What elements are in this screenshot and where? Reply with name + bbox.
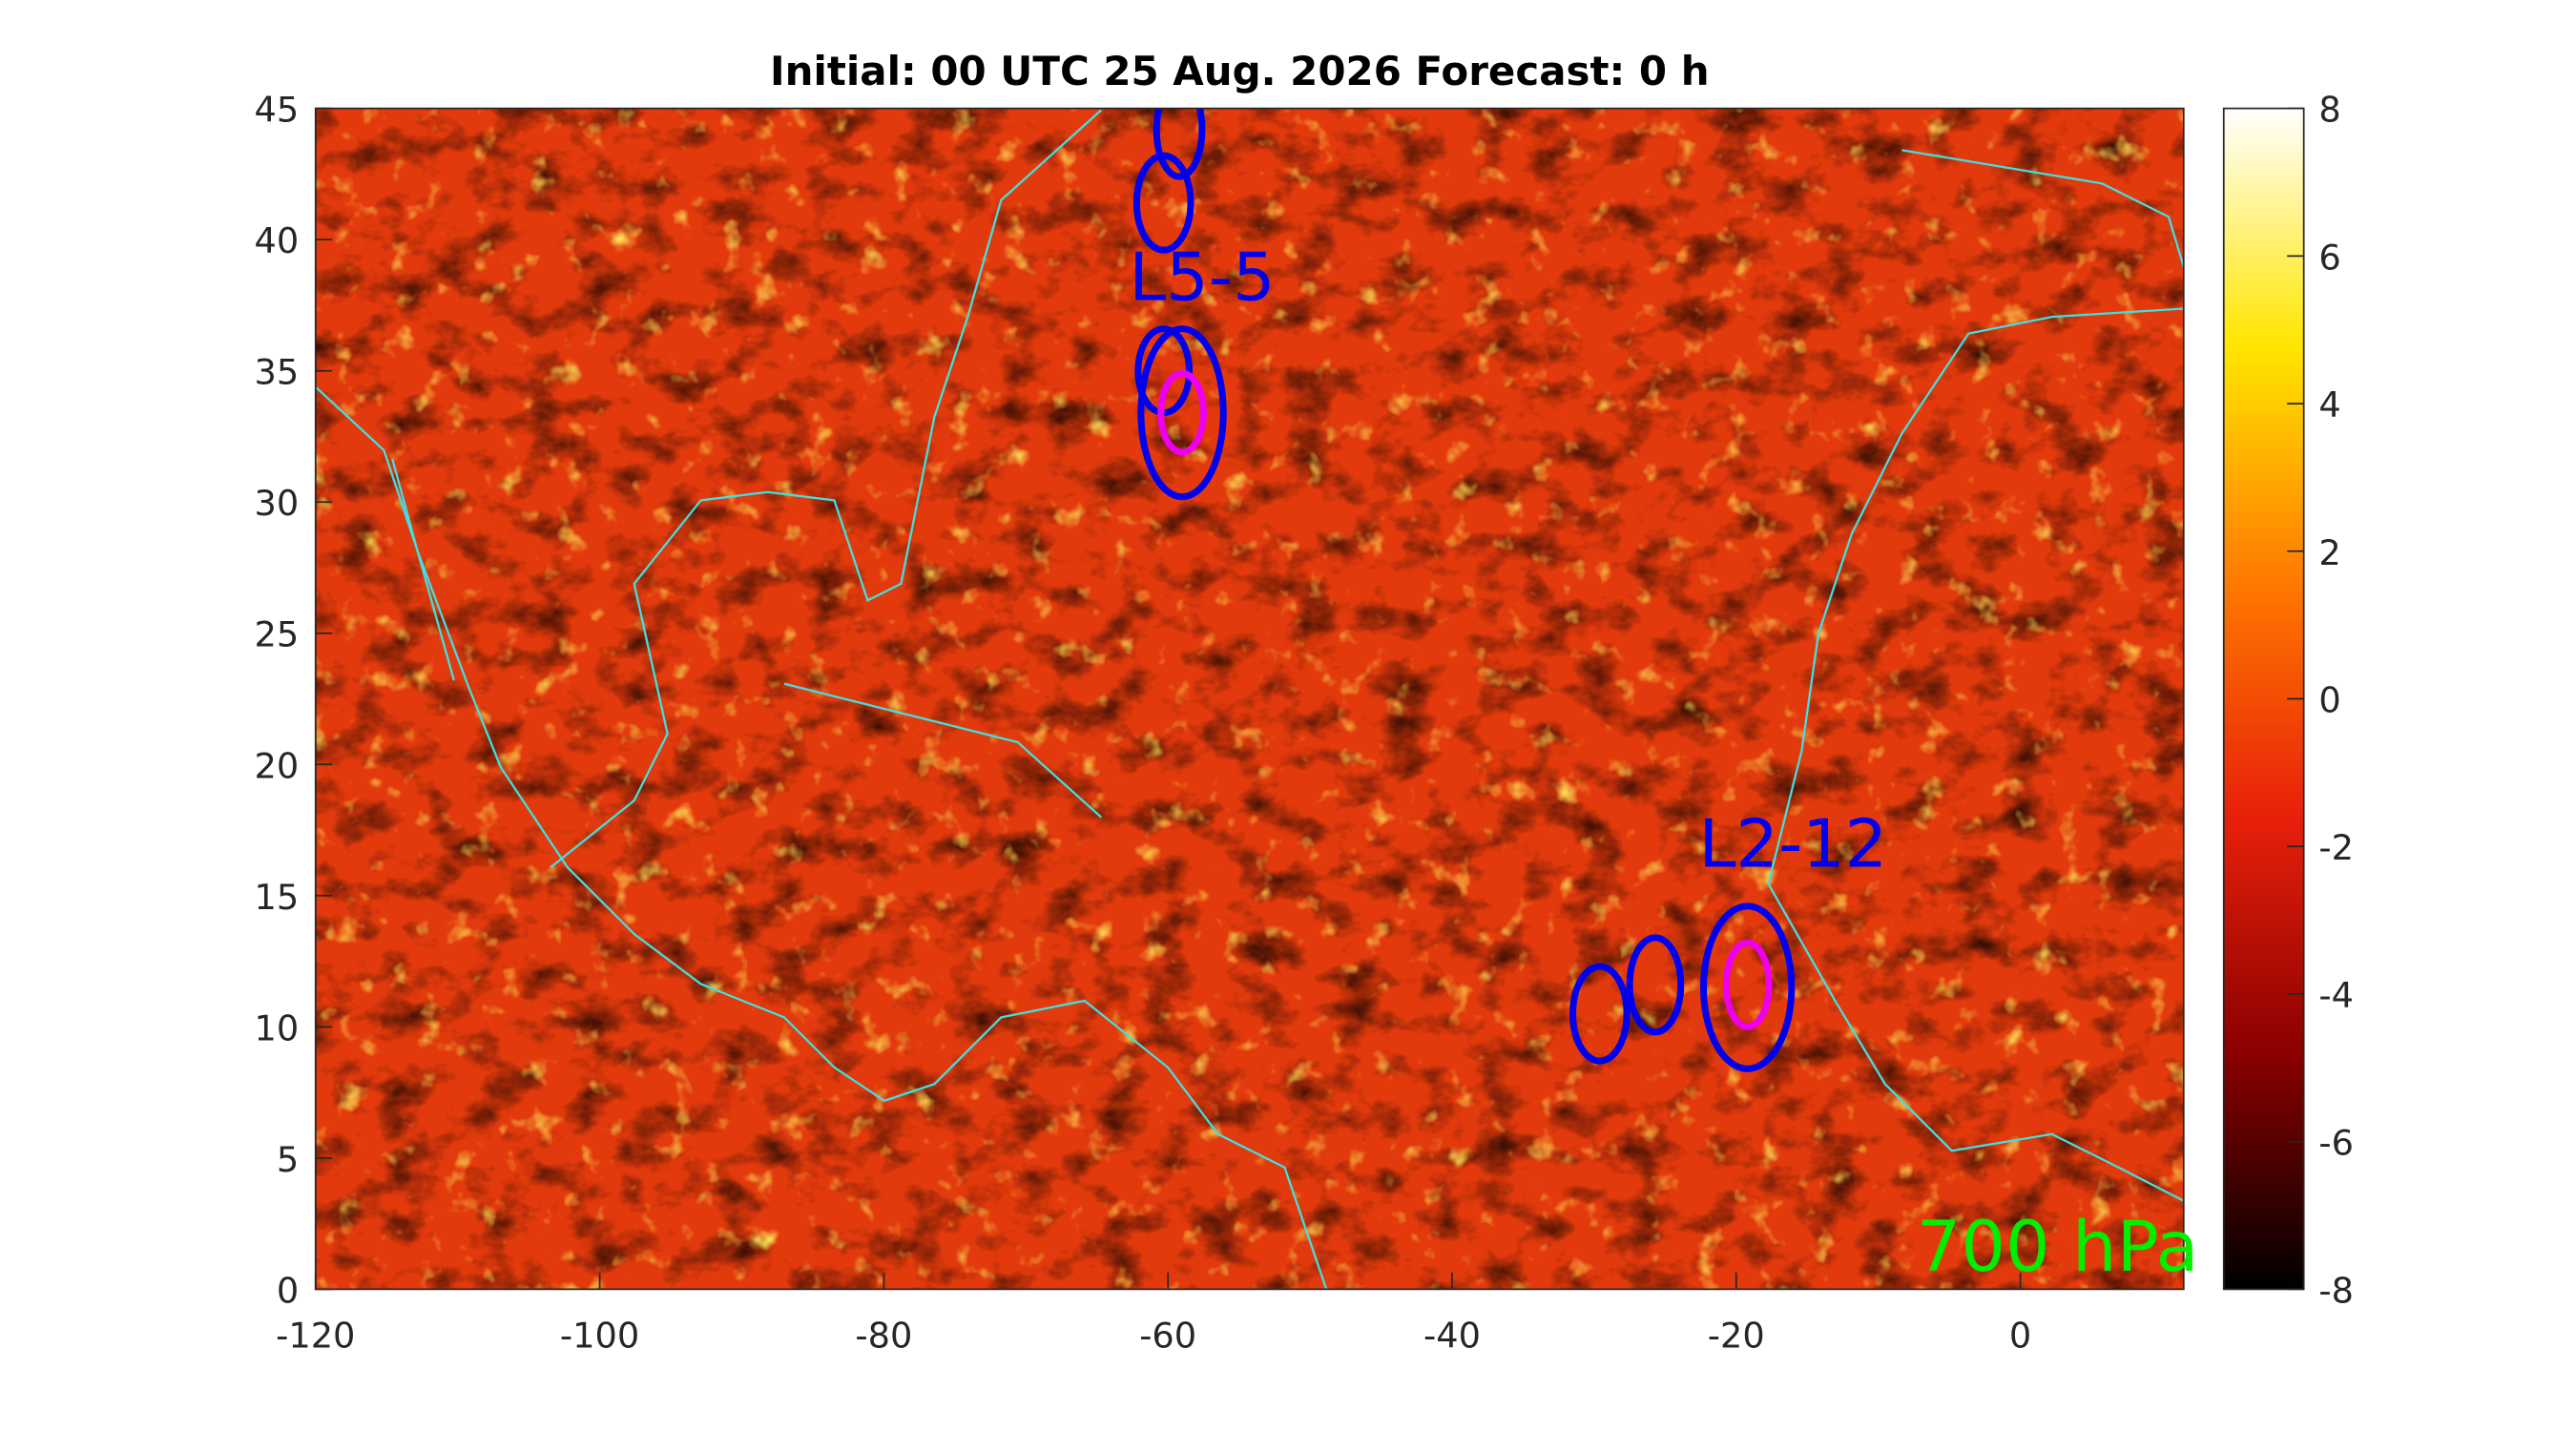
- field: [315, 108, 2184, 1290]
- level-annotation: 700 hPa: [1917, 1207, 2199, 1288]
- colorbar-tick-label: 0: [2318, 680, 2340, 721]
- colorbar-tick-label: -8: [2318, 1270, 2354, 1311]
- axes-box: [314, 107, 2185, 1291]
- y-tick-label: 35: [255, 352, 300, 393]
- colorbar-tick-label: 8: [2318, 90, 2340, 131]
- x-tick-label: -20: [1708, 1316, 1765, 1357]
- y-tick-label: 45: [255, 90, 300, 131]
- colorbar-tick-label: -6: [2318, 1123, 2354, 1164]
- x-tick-label: -40: [1423, 1316, 1481, 1357]
- y-tick-label: 5: [277, 1139, 299, 1180]
- y-tick-label: 30: [255, 483, 300, 524]
- storm-ellipse: [1132, 152, 1195, 254]
- field-bright: [315, 108, 2184, 1290]
- storm-ellipse: [1626, 934, 1685, 1036]
- storm-ellipse: [1569, 963, 1631, 1065]
- colorbar-tick-label: 4: [2318, 384, 2340, 425]
- storm-label: L5-5: [1129, 238, 1275, 316]
- colorbar-tick-label: 6: [2318, 237, 2340, 278]
- x-tick-label: -120: [276, 1316, 355, 1357]
- storm-ellipse: [1153, 108, 1206, 180]
- storm-ellipse: [1722, 939, 1773, 1030]
- x-tick-label: -100: [560, 1316, 639, 1357]
- x-tick-label: -60: [1139, 1316, 1196, 1357]
- colorbar-tick-label: 2: [2318, 532, 2340, 573]
- storm-ellipse: [1157, 369, 1207, 456]
- storm-ellipse: [1700, 902, 1796, 1072]
- chart-title: Initial: 00 UTC 25 Aug. 2026 Forecast: 0…: [770, 48, 1710, 94]
- x-tick-label: 0: [2009, 1316, 2031, 1357]
- colorbar-tick-label: -4: [2318, 975, 2354, 1016]
- coastlines: [315, 109, 2184, 1290]
- y-tick-label: 15: [255, 877, 300, 918]
- y-tick-label: 40: [255, 220, 300, 261]
- y-tick-label: 10: [255, 1007, 300, 1048]
- storm-label: L2-12: [1699, 806, 1888, 883]
- y-tick-label: 20: [255, 745, 300, 786]
- x-tick-label: -80: [855, 1316, 912, 1357]
- y-tick-label: 25: [255, 614, 300, 655]
- storm-ellipse: [1137, 325, 1227, 501]
- y-tick-label: 0: [277, 1270, 299, 1311]
- colorbar-tick-label: -2: [2318, 827, 2354, 868]
